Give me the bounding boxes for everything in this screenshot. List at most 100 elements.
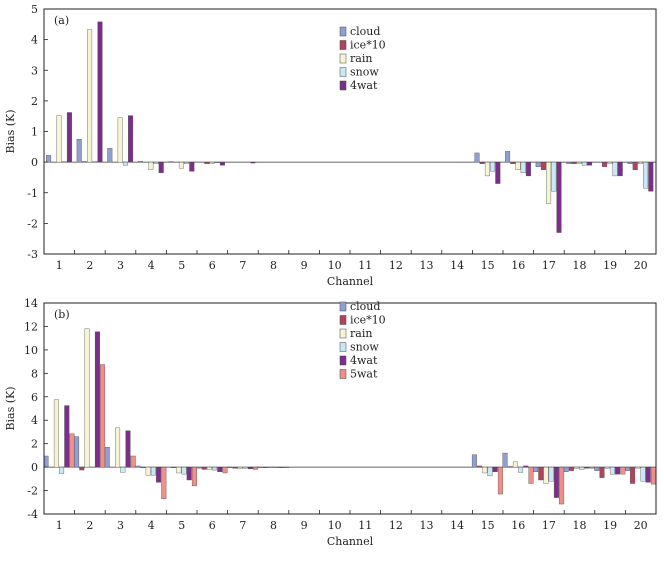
bar-5wat-ch19: [620, 466, 626, 475]
bar-cloud-ch17: [535, 161, 541, 167]
legend-label: snow: [350, 66, 379, 79]
bar-snow-ch7: [242, 466, 248, 469]
x-tick-label: 7: [239, 259, 246, 272]
x-tick-label: 16: [511, 519, 525, 532]
legend-swatch: [339, 301, 347, 312]
bar-icex10-ch5: [171, 466, 177, 468]
bar-4wat-ch20: [645, 466, 651, 483]
bar-cloud-ch17: [533, 466, 539, 472]
bar-5wat-ch6: [222, 466, 228, 474]
legend-swatch: [339, 67, 347, 77]
x-tick-label: 3: [117, 519, 124, 532]
x-tick-label: 18: [573, 259, 587, 272]
bar-4wat-ch3: [128, 115, 134, 163]
y-tick-label: 14: [24, 297, 38, 310]
legend-swatch: [339, 355, 347, 366]
bar-icex10-ch19: [599, 466, 605, 478]
bar-icex10-ch15: [477, 465, 483, 468]
y-tick-label: 2: [31, 95, 38, 108]
bar-cloud-ch15: [474, 152, 480, 163]
bar-snow-ch5: [184, 161, 190, 164]
x-tick-label: 18: [573, 519, 587, 532]
bar-icex10-ch16: [507, 466, 513, 468]
bar-rain-ch17: [543, 466, 549, 484]
bar-rain-ch1: [53, 399, 59, 468]
bar-4wat-ch17: [553, 466, 559, 498]
x-tick-label: 2: [86, 519, 93, 532]
bar-rain-ch1: [56, 115, 62, 163]
x-tick-label: 7: [239, 519, 246, 532]
x-tick-label: 6: [209, 519, 216, 532]
y-tick-label: 2: [31, 438, 38, 451]
y-tick-label: 0: [31, 461, 38, 474]
bar-rain-ch6: [209, 161, 215, 164]
bar-rain-ch3: [117, 117, 123, 163]
x-tick-label: 9: [301, 519, 308, 532]
bar-4wat-ch15: [492, 466, 498, 472]
bar-rain-ch19: [607, 161, 613, 164]
legend-label: rain: [350, 327, 372, 340]
y-tick-label: 4: [31, 414, 38, 427]
bar-4wat-ch19: [617, 161, 623, 177]
bar-5wat-ch16: [528, 466, 534, 484]
bar-4wat-ch16: [525, 161, 531, 177]
legend-label: 4wat: [350, 79, 378, 92]
y-tick-label: -2: [27, 485, 38, 498]
y-tick-label: 4: [31, 34, 38, 47]
bar-rain-ch20: [637, 161, 643, 164]
bar-icex10-ch20: [630, 466, 636, 484]
x-tick-label: 12: [389, 519, 403, 532]
bar-cloud-ch4: [137, 161, 143, 163]
x-tick-label: 9: [301, 259, 308, 272]
x-tick-label: 15: [481, 259, 495, 272]
bar-snow-ch15: [490, 161, 496, 172]
legend-swatch: [339, 342, 347, 352]
bar-rain-ch7: [237, 466, 243, 470]
x-tick-label: 12: [389, 259, 403, 272]
bar-rain-ch17: [546, 161, 552, 204]
bar-4wat-ch15: [495, 161, 501, 184]
bar-snow-ch4: [153, 161, 159, 164]
y-tick-label: 0: [31, 156, 38, 169]
bar-cloud-ch3: [104, 447, 110, 468]
bar-rain-ch19: [604, 466, 610, 469]
x-tick-label: 8: [270, 519, 277, 532]
bar-cloud-ch2: [74, 436, 80, 468]
bar-rain-ch5: [176, 466, 182, 474]
bar-4wat-ch2: [97, 21, 103, 163]
bar-4wat-ch3: [125, 430, 131, 468]
bar-5wat-ch2: [100, 364, 106, 468]
bar-icex10-ch20: [632, 161, 638, 170]
bar-cloud-ch18: [566, 161, 572, 164]
bar-rain-ch4: [145, 466, 151, 476]
y-tick-label: 6: [31, 391, 38, 404]
bar-cloud-ch5: [168, 161, 174, 163]
bar-4wat-ch2: [94, 331, 100, 468]
bar-snow-ch6: [214, 161, 220, 163]
bar-cloud-ch7: [227, 466, 233, 468]
bar-snow-ch3: [120, 466, 126, 473]
bar-cloud-ch18: [563, 466, 569, 472]
bar-rain-ch8: [268, 466, 274, 468]
bar-snow-ch16: [518, 466, 524, 473]
legend-label: cloud: [350, 300, 380, 313]
bar-cloud-ch2: [76, 138, 82, 163]
bar-snow-ch17: [551, 161, 557, 192]
bar-cloud-ch8: [257, 466, 263, 468]
legend-swatch: [339, 315, 347, 325]
bar-rain-ch16: [515, 161, 521, 170]
bar-snow-ch15: [487, 466, 493, 477]
x-tick-label: 5: [178, 519, 185, 532]
bar-5wat-ch17: [559, 466, 565, 505]
legend-swatch: [339, 369, 347, 379]
bar-cloud-ch6: [196, 466, 202, 469]
bar-cloud-ch16: [505, 151, 511, 163]
bar-icex10-ch16: [510, 161, 516, 164]
x-tick-label: 4: [148, 519, 155, 532]
bar-snow-ch18: [579, 466, 585, 470]
bar-snow-ch18: [581, 161, 587, 166]
y-tick-label: -1: [27, 187, 38, 200]
bar-4wat-ch8: [278, 466, 284, 468]
y-tick-label: 5: [31, 3, 38, 16]
x-tick-label: 16: [511, 259, 525, 272]
